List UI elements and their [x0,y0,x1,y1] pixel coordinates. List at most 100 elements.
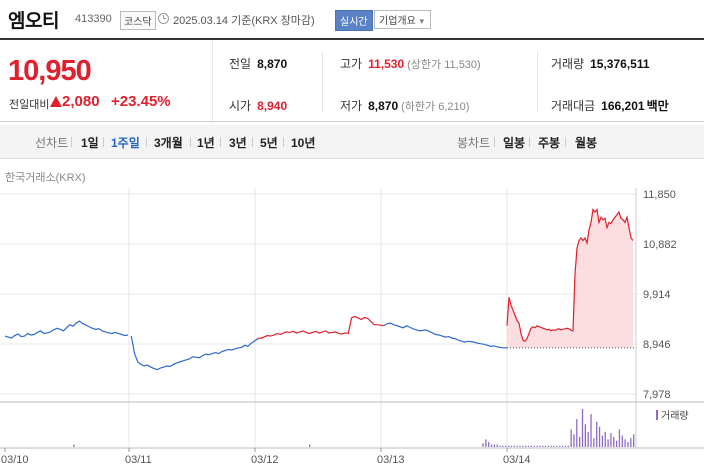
high-label: 고가 [340,57,363,71]
volume-bar [573,434,575,447]
price-line-segment [130,335,258,371]
volume-bar [309,444,311,447]
volume-bar [527,445,530,447]
tab-divider [71,137,72,147]
tab-weekly[interactable]: 주봉 [538,136,561,150]
volume-bar [507,445,510,447]
tab-monthly[interactable]: 월봉 [575,136,598,150]
current-price-box: 10,950 전일대비 2,080 +23.45% [0,40,213,124]
x-tick-label: 03/14 [503,454,531,466]
tab-3m[interactable]: 3개월 [154,136,183,150]
price-line-segment [257,315,385,340]
y-axis: 11,850 10,882 9,914 8,946 7,978 [643,189,677,401]
realtime-button[interactable]: 실시간 [335,10,373,31]
y-tick-label: 9,914 [643,289,671,301]
tab-10y[interactable]: 10년 [291,136,316,150]
tab-divider [565,137,566,147]
tab-divider [220,137,221,147]
volume-bar [493,444,496,447]
change-value: 2,080 [62,93,100,110]
volume-bar [596,421,598,447]
low-label: 저가 [340,99,363,113]
volume-bar [598,426,601,447]
volume-bar [610,433,612,447]
tab-1w[interactable]: 1주일 [111,136,140,150]
tab-daily[interactable]: 일봉 [503,136,526,150]
volume-bar [490,444,493,447]
volume-bar [613,436,615,447]
volume-bar [513,445,515,447]
change-rate: +23.45% [111,93,171,110]
x-tick-label: 03/10 [1,454,29,466]
x-axis: 03/10 03/11 03/12 03/13 03/14 [1,448,531,466]
candle-chart-label: 봉차트 [457,136,491,150]
tab-1y[interactable]: 1년 [197,136,215,150]
volume-bar [510,445,513,447]
volume-bar [615,440,618,447]
volume-bar [547,445,550,447]
tab-5y[interactable]: 5년 [260,136,278,150]
current-price: 10,950 [8,55,92,87]
volume-bar [516,445,518,447]
change-label: 전일대비 [9,99,50,111]
price-line-segment [4,320,129,339]
volume-bar [522,445,524,447]
high-value: 11,530 [368,57,405,71]
upper-limit: (상한가 11,530) [407,59,481,71]
open-price: 시가 8,940 [229,97,287,114]
volume-bar [593,438,595,447]
volume-bar [505,445,507,447]
price-line-today [506,208,634,342]
volume-value: 15,376,511 [590,57,650,71]
column-divider [537,52,538,112]
volume-bar [499,445,501,447]
tab-1d[interactable]: 1일 [81,136,99,150]
clock-icon [158,13,169,24]
tab-divider [252,137,253,147]
volume-bar [525,445,527,447]
tab-divider [103,137,104,147]
volume-bar [633,434,635,447]
volume-label: 거래량 [551,57,585,71]
stock-name: 엠오티 [8,11,59,32]
volume-bar [570,429,572,447]
volume-bar [73,444,75,447]
volume-bar [553,445,555,447]
line-chart-label: 선차트 [35,136,69,150]
volume-bar [627,441,629,447]
y-tick-label: 11,850 [643,189,676,201]
market-badge: 코스닥 [120,11,156,30]
volume-bars [73,409,635,447]
price-line-segment [383,322,508,349]
volume-bar [587,431,589,447]
tab-divider [283,137,284,147]
y-tick-label: 8,946 [643,339,671,351]
volume-bar [607,439,609,447]
prev-close-label: 전일 [229,57,252,71]
lower-limit: (하한가 6,210) [401,101,470,113]
up-triangle-icon [50,96,62,107]
volume-bar [630,438,632,447]
price-summary: 10,950 전일대비 2,080 +23.45% 전일 8,870 시가 8,94… [0,38,704,124]
volume-bar [556,445,558,447]
x-tick-label: 03/12 [251,454,279,466]
company-overview-button[interactable]: 기업개요 ▼ [374,10,431,29]
volume-bar [584,424,586,447]
volume-bar [624,439,626,447]
volume-bar [519,445,521,447]
stock-code: 413390 [75,13,112,25]
x-tick-label: 03/13 [377,454,405,466]
chart-source: 한국거래소(KRX) [5,172,86,184]
low-price: 저가 8,870 (하한가 6,210) [340,97,469,114]
chart-period-tabs: 선차트 1일 1주일 3개월 1년 3년 5년 10년 봉차트 일봉 주봉 월봉 [0,125,704,159]
volume-bar [530,445,533,447]
y-tick-label: 7,978 [643,389,671,401]
volume-bar [564,445,567,447]
low-value: 8,870 [368,99,399,113]
up-area [507,209,633,348]
tab-3y[interactable]: 3년 [229,136,247,150]
volume-bar [485,439,487,447]
amount-unit: 백만 [646,99,669,113]
x-tick-label: 03/11 [125,454,152,466]
volume-bar [561,445,564,447]
